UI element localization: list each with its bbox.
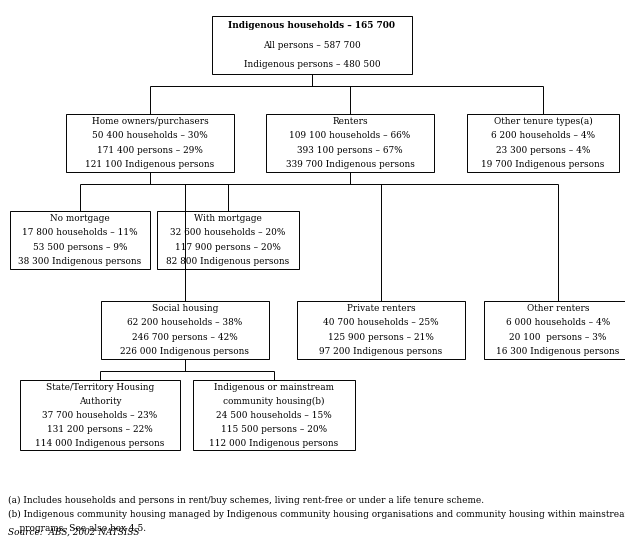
Text: 121 100 Indigenous persons: 121 100 Indigenous persons: [86, 160, 214, 169]
Text: With mortgage: With mortgage: [194, 214, 262, 223]
Text: 131 200 persons – 22%: 131 200 persons – 22%: [47, 424, 153, 434]
Text: State/Territory Housing: State/Territory Housing: [46, 383, 154, 391]
Text: programs. See also box 4.5.: programs. See also box 4.5.: [8, 524, 146, 533]
Text: No mortgage: No mortgage: [50, 214, 110, 223]
Text: 62 200 households – 38%: 62 200 households – 38%: [127, 318, 242, 327]
Text: Source:  ABS, 2002 NATSISS: Source: ABS, 2002 NATSISS: [8, 528, 139, 537]
Text: 226 000 Indigenous persons: 226 000 Indigenous persons: [121, 347, 249, 356]
Text: Indigenous or mainstream: Indigenous or mainstream: [214, 383, 334, 391]
Text: 125 900 persons – 21%: 125 900 persons – 21%: [328, 333, 434, 342]
Text: 20 100  persons – 3%: 20 100 persons – 3%: [509, 333, 607, 342]
Text: All persons – 587 700: All persons – 587 700: [263, 41, 361, 49]
Text: 19 700 Indigenous persons: 19 700 Indigenous persons: [481, 160, 605, 169]
Bar: [66, 114, 234, 172]
Text: 171 400 persons – 29%: 171 400 persons – 29%: [97, 146, 203, 155]
Text: 115 500 persons – 20%: 115 500 persons – 20%: [221, 424, 327, 434]
Text: 109 100 households – 66%: 109 100 households – 66%: [289, 131, 411, 140]
Text: 32 600 households – 20%: 32 600 households – 20%: [170, 228, 286, 237]
Text: 37 700 households – 23%: 37 700 households – 23%: [42, 410, 158, 420]
Text: 97 200 Indigenous persons: 97 200 Indigenous persons: [319, 347, 442, 356]
Bar: [467, 114, 619, 172]
Bar: [484, 301, 625, 359]
Text: 246 700 persons – 42%: 246 700 persons – 42%: [132, 333, 238, 342]
Text: 23 300 persons – 4%: 23 300 persons – 4%: [496, 146, 590, 155]
Bar: [10, 211, 150, 269]
Bar: [297, 301, 465, 359]
Text: 6 000 households – 4%: 6 000 households – 4%: [506, 318, 610, 327]
Text: community housing(b): community housing(b): [223, 396, 325, 405]
Bar: [20, 380, 180, 450]
Bar: [212, 16, 412, 74]
Text: Renters: Renters: [332, 117, 367, 126]
Text: 339 700 Indigenous persons: 339 700 Indigenous persons: [286, 160, 414, 169]
Text: Indigenous households – 165 700: Indigenous households – 165 700: [229, 21, 396, 30]
Text: 117 900 persons – 20%: 117 900 persons – 20%: [175, 243, 281, 251]
Text: Social housing: Social housing: [152, 304, 218, 313]
Bar: [193, 380, 355, 450]
Text: 17 800 households – 11%: 17 800 households – 11%: [22, 228, 138, 237]
Text: 40 700 households – 25%: 40 700 households – 25%: [323, 318, 439, 327]
Text: 53 500 persons – 9%: 53 500 persons – 9%: [32, 243, 128, 251]
Text: 24 500 households – 15%: 24 500 households – 15%: [216, 410, 332, 420]
Text: Home owners/purchasers: Home owners/purchasers: [92, 117, 208, 126]
Text: 82 800 Indigenous persons: 82 800 Indigenous persons: [166, 257, 289, 266]
Text: 112 000 Indigenous persons: 112 000 Indigenous persons: [209, 438, 339, 448]
Bar: [157, 211, 299, 269]
Text: 393 100 persons – 67%: 393 100 persons – 67%: [298, 146, 403, 155]
Text: 16 300 Indigenous persons: 16 300 Indigenous persons: [496, 347, 620, 356]
Text: 114 000 Indigenous persons: 114 000 Indigenous persons: [35, 438, 165, 448]
Text: (b) Indigenous community housing managed by Indigenous community housing organis: (b) Indigenous community housing managed…: [8, 510, 625, 519]
Text: Private renters: Private renters: [347, 304, 415, 313]
Bar: [101, 301, 269, 359]
Text: 6 200 households – 4%: 6 200 households – 4%: [491, 131, 595, 140]
Text: 50 400 households – 30%: 50 400 households – 30%: [92, 131, 208, 140]
Text: Authority: Authority: [79, 397, 121, 405]
Text: 38 300 Indigenous persons: 38 300 Indigenous persons: [18, 257, 142, 266]
Bar: [266, 114, 434, 172]
Text: Other tenure types(a): Other tenure types(a): [494, 117, 592, 126]
Text: (a) Includes households and persons in rent/buy schemes, living rent-free or und: (a) Includes households and persons in r…: [8, 496, 484, 505]
Text: Indigenous persons – 480 500: Indigenous persons – 480 500: [244, 60, 380, 69]
Text: Other renters: Other renters: [527, 304, 589, 313]
